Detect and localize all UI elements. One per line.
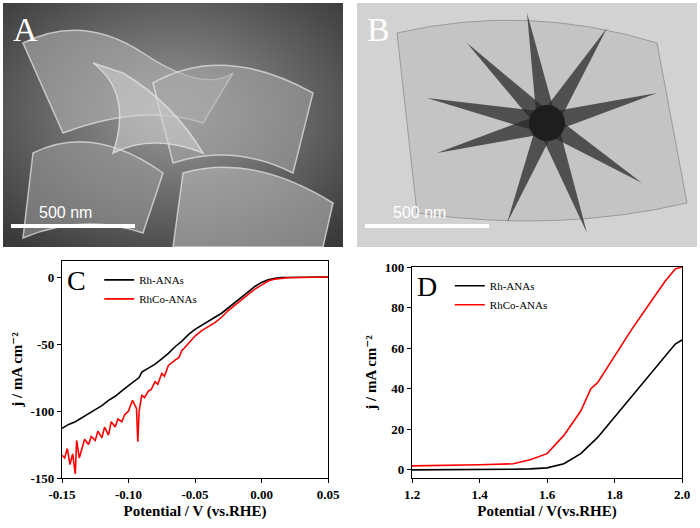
svg-text:0.00: 0.00: [250, 487, 273, 502]
svg-text:Rh-ANAs: Rh-ANAs: [139, 274, 184, 286]
svg-text:j / mA cm⁻²: j / mA cm⁻²: [9, 332, 25, 408]
svg-text:60: 60: [391, 341, 404, 356]
svg-text:Rh-ANAs: Rh-ANAs: [490, 280, 535, 292]
svg-text:-0.15: -0.15: [48, 487, 76, 502]
svg-text:-0.10: -0.10: [115, 487, 142, 502]
svg-text:-50: -50: [37, 337, 54, 352]
svg-text:B: B: [367, 11, 390, 48]
svg-text:1.6: 1.6: [539, 487, 556, 502]
svg-text:-100: -100: [30, 404, 54, 419]
svg-text:2.0: 2.0: [674, 487, 690, 502]
svg-text:RhCo-ANAs: RhCo-ANAs: [139, 293, 196, 305]
svg-text:Potential / V (vs.RHE): Potential / V (vs.RHE): [124, 503, 267, 520]
svg-text:-150: -150: [30, 471, 54, 486]
svg-text:40: 40: [391, 381, 404, 396]
svg-text:500 nm: 500 nm: [393, 204, 446, 221]
svg-text:0.05: 0.05: [317, 487, 340, 502]
svg-text:1.8: 1.8: [606, 487, 623, 502]
svg-text:500 nm: 500 nm: [39, 204, 92, 221]
svg-text:Potential / V(vs.RHE): Potential / V(vs.RHE): [477, 503, 616, 520]
svg-text:C: C: [67, 265, 86, 296]
svg-text:1.4: 1.4: [471, 487, 488, 502]
svg-text:A: A: [13, 11, 38, 48]
svg-text:20: 20: [391, 422, 404, 437]
svg-text:0: 0: [398, 462, 405, 477]
svg-text:1.2: 1.2: [404, 487, 420, 502]
svg-text:80: 80: [391, 300, 404, 315]
svg-text:RhCo-ANAs: RhCo-ANAs: [490, 299, 547, 311]
svg-text:D: D: [417, 271, 437, 302]
svg-text:-0.05: -0.05: [181, 487, 209, 502]
svg-text:0: 0: [48, 270, 55, 285]
svg-text:j / mA cm⁻²: j / mA cm⁻²: [363, 335, 379, 411]
svg-text:100: 100: [385, 260, 405, 275]
